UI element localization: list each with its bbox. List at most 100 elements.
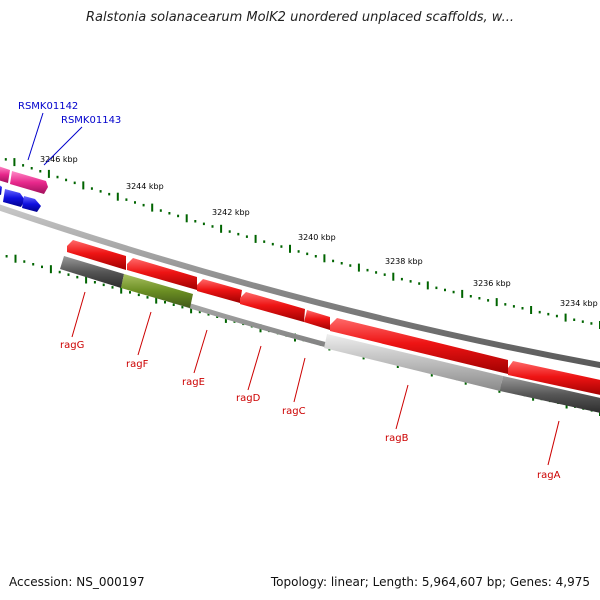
leader-line-raga	[547, 420, 560, 466]
gene-arrow-blue[interactable]	[0, 184, 2, 195]
upper-scale-minor-tick	[56, 175, 59, 179]
lower-scale-minor-tick	[41, 265, 43, 269]
leader-line-ragf	[137, 311, 152, 356]
upper-scale-minor-tick	[168, 212, 171, 215]
gene-arrow-red[interactable]	[330, 318, 508, 374]
lower-scale-minor-tick	[102, 283, 105, 287]
upper-scale-major-tick	[564, 313, 567, 322]
gene-label-rsmk01143[interactable]: RSMK01143	[61, 115, 121, 126]
backbone-upper	[0, 204, 600, 369]
leader-line-rsmk01142	[27, 112, 44, 161]
gene-arrow-pink[interactable]	[0, 166, 10, 183]
gene-arrow-dark-gray[interactable]	[500, 376, 600, 414]
gene-arrow-light-gray[interactable]	[324, 334, 503, 391]
leader-line-ragb	[395, 384, 409, 430]
scale-label-3238: 3238 kbp	[385, 257, 423, 266]
upper-scale-major-tick	[116, 192, 119, 201]
upper-scale-major-tick	[82, 181, 85, 190]
upper-scale-minor-tick	[504, 303, 507, 306]
gene-label-leaders	[27, 112, 560, 466]
leader-line-rsmk01143	[43, 126, 83, 166]
upper-strand-genes[interactable]	[0, 166, 48, 212]
scale-label-3244: 3244 kbp	[126, 182, 164, 191]
gene-arrow-red[interactable]	[67, 240, 126, 270]
upper-scale-minor-tick	[90, 187, 93, 190]
upper-scale-major-tick	[495, 298, 498, 307]
lower-scale-minor-tick	[198, 310, 201, 314]
upper-scale-major-tick	[254, 234, 257, 243]
gene-arrow-blue[interactable]	[3, 189, 25, 207]
gene-arrow-blue[interactable]	[22, 196, 41, 212]
gene-arrow-red[interactable]	[304, 310, 330, 330]
upper-scale-minor-tick	[487, 299, 490, 302]
upper-scale-minor-tick	[271, 242, 274, 246]
gene-label-rage[interactable]: ragE	[182, 377, 205, 388]
gene-arrow-dark-gray[interactable]	[60, 256, 124, 288]
gene-label-rsmk01142[interactable]: RSMK01142	[18, 101, 78, 112]
upper-scale-minor-tick	[573, 318, 576, 321]
upper-scale-minor-tick	[590, 322, 593, 325]
upper-scale-minor-tick	[108, 192, 111, 196]
lower-scale-minor-tick	[207, 313, 210, 316]
accession-text: Accession: NS_000197	[9, 575, 145, 589]
upper-scale-minor-tick	[512, 305, 515, 308]
upper-scale-major-tick	[392, 272, 395, 281]
upper-scale-major-tick	[530, 306, 533, 314]
upper-scale-minor-tick	[538, 310, 541, 314]
lower-scale-major-tick	[49, 265, 52, 274]
upper-scale-minor-tick	[73, 181, 76, 185]
upper-scale-minor-tick	[469, 295, 472, 298]
gene-arrow-pink[interactable]	[10, 171, 48, 194]
upper-scale-major-tick	[461, 289, 464, 298]
upper-scale-minor-tick	[142, 203, 145, 207]
upper-scale-minor-tick	[452, 290, 455, 294]
upper-scale-minor-tick	[375, 271, 378, 274]
lower-strand-genes-gray[interactable]	[60, 256, 600, 414]
lower-scale-minor-tick	[23, 260, 26, 263]
lower-scale-minor-tick	[111, 286, 114, 289]
gene-label-raga[interactable]: ragA	[537, 470, 561, 481]
gene-label-ragc[interactable]: ragC	[282, 406, 306, 417]
upper-scale-minor-tick	[521, 307, 524, 310]
upper-scale-minor-tick	[297, 250, 300, 253]
gene-label-ragd[interactable]: ragD	[236, 393, 261, 404]
lower-scale-major-tick	[120, 285, 123, 294]
upper-scale-major-tick	[357, 263, 360, 272]
scale-label-3240: 3240 kbp	[298, 233, 336, 242]
upper-scale-major-tick	[185, 214, 188, 223]
upper-scale-minor-tick	[400, 277, 403, 281]
gene-arrow-red[interactable]	[508, 361, 600, 396]
gene-arrow-red[interactable]	[127, 258, 197, 290]
upper-scale-minor-tick	[340, 262, 343, 265]
upper-scale-minor-tick	[228, 230, 231, 233]
upper-scale-minor-tick	[245, 235, 248, 238]
upper-scale-minor-tick	[306, 252, 309, 256]
upper-scale-minor-tick	[134, 201, 136, 204]
gene-arrow-red[interactable]	[240, 292, 305, 322]
leader-line-rage	[193, 329, 208, 374]
upper-scale-minor-tick	[4, 158, 7, 161]
scale-label-3234: 3234 kbp	[560, 299, 598, 308]
upper-scale-minor-tick	[383, 273, 386, 276]
upper-scale-minor-tick	[159, 209, 162, 212]
gene-arrow-red[interactable]	[197, 279, 242, 303]
gene-label-ragg[interactable]: ragG	[60, 340, 84, 351]
scale-label-3236: 3236 kbp	[473, 279, 511, 288]
lower-strand-genes-red[interactable]	[67, 240, 600, 396]
lower-scale-minor-tick	[32, 263, 35, 266]
gene-arrow-olive[interactable]	[121, 274, 193, 308]
lower-scale-minor-tick	[67, 273, 70, 276]
upper-scale-minor-tick	[332, 259, 335, 263]
leader-line-ragg	[71, 291, 86, 338]
scale-label-3246: 3246 kbp	[40, 155, 78, 164]
upper-scale-minor-tick	[418, 282, 421, 285]
gene-label-ragf[interactable]: ragF	[126, 359, 149, 370]
upper-scale-minor-tick	[194, 220, 197, 223]
upper-scale-minor-tick	[366, 268, 369, 272]
leader-line-ragd	[247, 345, 262, 391]
upper-scale-major-tick	[220, 224, 223, 233]
gene-label-ragb[interactable]: ragB	[385, 433, 409, 444]
upper-scale-minor-tick	[349, 264, 352, 267]
upper-scale-major-tick	[289, 244, 291, 253]
upper-scale-major-tick	[323, 254, 326, 263]
